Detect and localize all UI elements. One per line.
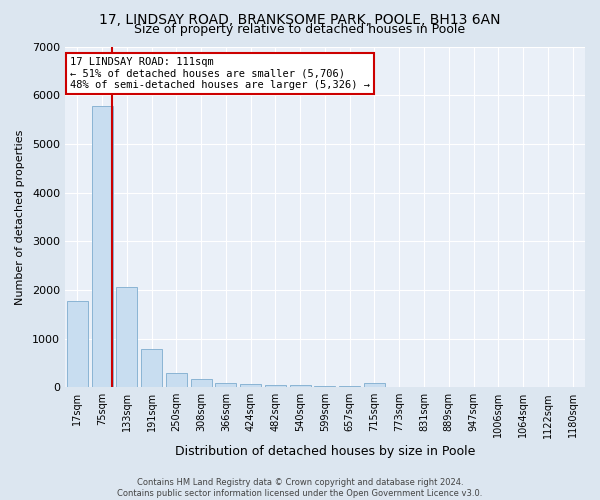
Bar: [339, 386, 360, 387]
Bar: [67, 300, 88, 387]
Bar: [166, 372, 187, 387]
Text: Contains HM Land Registry data © Crown copyright and database right 2024.
Contai: Contains HM Land Registry data © Crown c…: [118, 478, 482, 498]
X-axis label: Distribution of detached houses by size in Poole: Distribution of detached houses by size …: [175, 444, 475, 458]
Bar: [314, 386, 335, 387]
Y-axis label: Number of detached properties: Number of detached properties: [15, 129, 25, 304]
Bar: [290, 386, 311, 387]
Bar: [141, 349, 162, 387]
Text: 17, LINDSAY ROAD, BRANKSOME PARK, POOLE, BH13 6AN: 17, LINDSAY ROAD, BRANKSOME PARK, POOLE,…: [99, 12, 501, 26]
Bar: [92, 106, 113, 387]
Bar: [364, 384, 385, 387]
Bar: [116, 287, 137, 387]
Bar: [191, 378, 212, 387]
Text: 17 LINDSAY ROAD: 111sqm
← 51% of detached houses are smaller (5,706)
48% of semi: 17 LINDSAY ROAD: 111sqm ← 51% of detache…: [70, 56, 370, 90]
Bar: [240, 384, 261, 387]
Text: Size of property relative to detached houses in Poole: Size of property relative to detached ho…: [134, 22, 466, 36]
Bar: [265, 385, 286, 387]
Bar: [215, 382, 236, 387]
